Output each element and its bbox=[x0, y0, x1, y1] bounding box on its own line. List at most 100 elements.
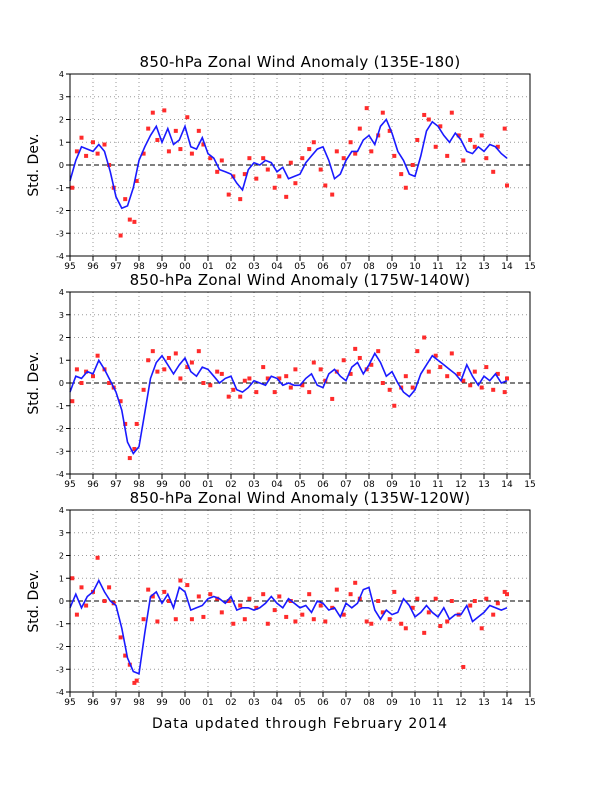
data-point bbox=[399, 172, 404, 177]
data-point bbox=[231, 621, 236, 626]
y-tick-label: -4 bbox=[56, 688, 64, 697]
data-point bbox=[155, 137, 160, 142]
data-point bbox=[433, 596, 438, 601]
data-point bbox=[449, 110, 454, 115]
x-tick-label: 11 bbox=[432, 698, 443, 708]
data-point bbox=[185, 115, 190, 120]
x-tick-label: 10 bbox=[409, 480, 421, 490]
y-axis-label: Std. Dev. bbox=[26, 351, 42, 414]
data-point bbox=[146, 126, 151, 131]
data-point bbox=[215, 169, 220, 174]
data-point bbox=[185, 583, 190, 588]
x-tick-label: 98 bbox=[133, 480, 145, 490]
data-point bbox=[456, 371, 461, 376]
x-tick-label: 09 bbox=[386, 698, 398, 708]
data-point bbox=[461, 378, 466, 383]
x-tick-label: 06 bbox=[317, 262, 329, 272]
x-tick-label: 08 bbox=[363, 480, 375, 490]
data-point bbox=[392, 403, 397, 408]
data-point bbox=[84, 153, 89, 158]
data-point bbox=[107, 585, 112, 590]
data-point bbox=[162, 367, 167, 372]
data-point bbox=[173, 351, 178, 356]
data-point bbox=[387, 128, 392, 133]
data-point bbox=[150, 110, 155, 115]
data-point bbox=[123, 197, 128, 202]
data-point bbox=[461, 158, 466, 163]
data-point bbox=[376, 599, 381, 603]
data-point bbox=[79, 135, 84, 140]
x-tick-label: 11 bbox=[432, 262, 443, 272]
data-point bbox=[399, 621, 404, 626]
data-point bbox=[293, 619, 298, 624]
data-point bbox=[484, 365, 489, 370]
data-point bbox=[293, 181, 298, 186]
data-point bbox=[284, 614, 289, 619]
data-point bbox=[265, 167, 270, 172]
data-point bbox=[415, 596, 420, 601]
data-point bbox=[348, 371, 353, 376]
y-axis-label: Std. Dev. bbox=[26, 569, 42, 632]
data-point bbox=[445, 153, 450, 158]
y-tick-label: 4 bbox=[59, 288, 64, 297]
data-point bbox=[410, 163, 415, 167]
data-point bbox=[74, 612, 79, 617]
y-tick-label: -3 bbox=[56, 229, 64, 238]
y-tick-label: 4 bbox=[59, 70, 64, 79]
data-point bbox=[318, 367, 323, 372]
data-point bbox=[284, 194, 289, 199]
x-tick-label: 03 bbox=[248, 262, 259, 272]
data-point bbox=[208, 383, 213, 388]
data-point bbox=[127, 217, 132, 222]
data-point bbox=[91, 374, 95, 379]
data-point bbox=[495, 601, 500, 606]
x-tick-label: 03 bbox=[248, 480, 259, 490]
data-point bbox=[468, 383, 473, 388]
data-point bbox=[330, 396, 335, 401]
x-tick-label: 14 bbox=[501, 480, 513, 490]
data-point bbox=[242, 172, 247, 177]
data-point bbox=[215, 369, 220, 374]
data-point bbox=[357, 355, 362, 360]
data-point bbox=[468, 137, 473, 142]
data-point bbox=[422, 335, 427, 340]
x-tick-label: 95 bbox=[64, 480, 75, 490]
data-point bbox=[254, 605, 259, 610]
data-point bbox=[505, 592, 509, 597]
data-point bbox=[341, 156, 346, 161]
data-point bbox=[118, 399, 123, 404]
data-point bbox=[118, 635, 123, 640]
data-point bbox=[311, 617, 316, 622]
y-tick-label: 0 bbox=[59, 379, 64, 388]
data-point bbox=[247, 376, 252, 381]
data-point bbox=[410, 385, 415, 390]
y-tick-label: 0 bbox=[59, 161, 64, 170]
data-point bbox=[91, 140, 95, 145]
data-point bbox=[491, 169, 496, 174]
data-point bbox=[307, 592, 312, 597]
data-point bbox=[376, 349, 381, 354]
data-point bbox=[208, 592, 213, 597]
data-point bbox=[155, 619, 160, 624]
data-point bbox=[247, 596, 252, 601]
data-point bbox=[70, 185, 75, 190]
x-tick-label: 08 bbox=[363, 698, 375, 708]
data-point bbox=[238, 603, 243, 608]
data-point bbox=[380, 381, 385, 385]
data-point bbox=[150, 594, 155, 599]
data-point bbox=[178, 147, 183, 152]
data-point bbox=[178, 578, 183, 583]
x-tick-label: 03 bbox=[248, 698, 259, 708]
data-point bbox=[265, 376, 270, 381]
x-tick-label: 04 bbox=[271, 480, 283, 490]
y-tick-label: -4 bbox=[56, 470, 64, 479]
data-point bbox=[341, 612, 346, 617]
chart-title: 850-hPa Zonal Wind Anomaly (135W-120W) bbox=[130, 489, 471, 507]
data-point bbox=[189, 617, 194, 622]
data-point bbox=[162, 108, 167, 113]
data-point bbox=[502, 126, 507, 131]
data-point bbox=[422, 630, 427, 635]
x-tick-label: 97 bbox=[110, 262, 121, 272]
data-point bbox=[155, 369, 160, 374]
